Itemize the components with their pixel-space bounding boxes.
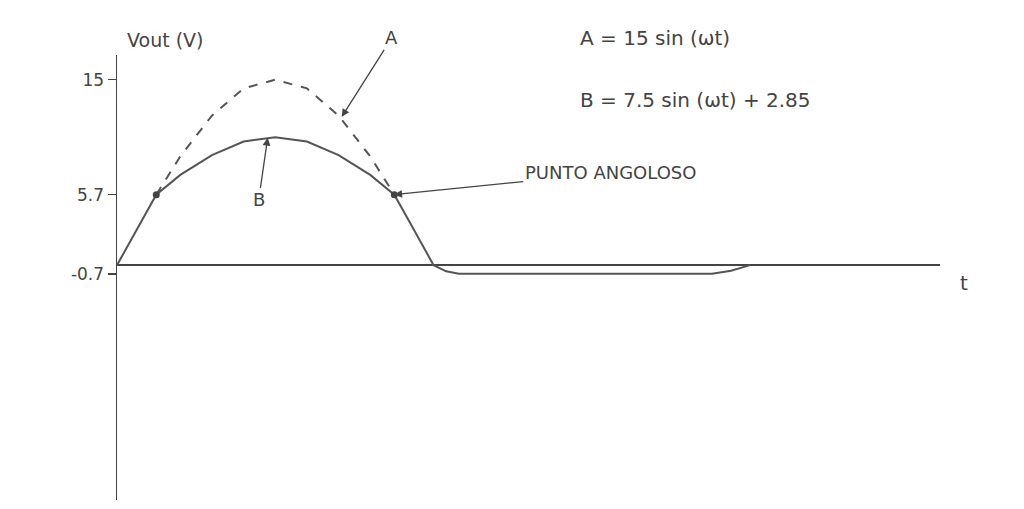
svg-text:t: t — [960, 271, 968, 295]
svg-text:PUNTO ANGOLOSO: PUNTO ANGOLOSO — [525, 162, 696, 183]
svg-text:5.7: 5.7 — [77, 185, 104, 205]
svg-text:B: B — [253, 189, 265, 210]
svg-text:15: 15 — [82, 70, 104, 90]
svg-text:A: A — [385, 27, 398, 48]
svg-text:-0.7: -0.7 — [71, 264, 104, 284]
svg-text:Vout (V): Vout (V) — [127, 29, 204, 51]
svg-text:A = 15 sin (ωt): A = 15 sin (ωt) — [580, 26, 730, 50]
svg-text:B = 7.5 sin (ωt) + 2.85: B = 7.5 sin (ωt) + 2.85 — [580, 88, 811, 112]
